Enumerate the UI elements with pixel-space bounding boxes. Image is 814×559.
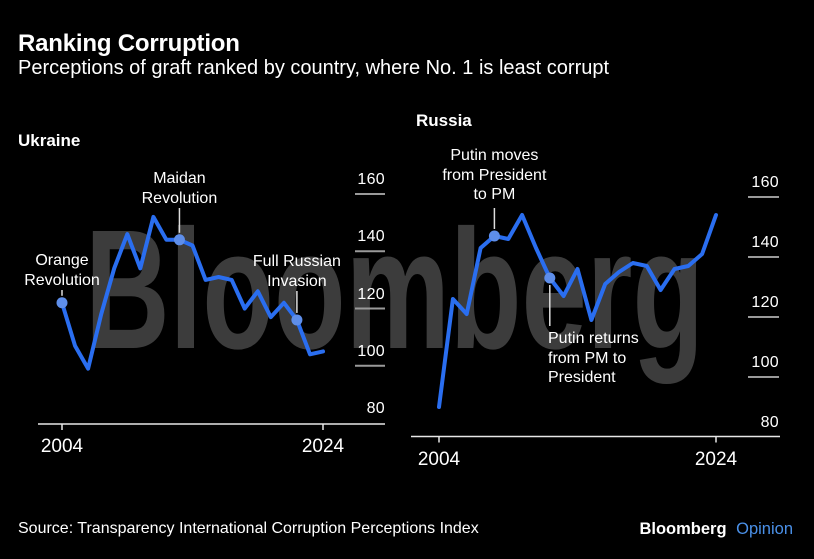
line-series-ukraine — [60, 214, 325, 371]
event-marker-putin-moves-president-to-pm — [488, 230, 500, 242]
page-subtitle: Perceptions of graft ranked by country, … — [18, 57, 610, 79]
page-title: Ranking Corruption — [18, 30, 240, 57]
bloomberg-opinion-logo: Bloomberg Opinion — [639, 520, 793, 539]
event-marker-putin-returns-pm-to-president — [544, 272, 556, 284]
event-marker-maidan-revolution — [173, 234, 185, 246]
event-marker-full-russian-invasion — [291, 314, 303, 326]
bloomberg-wordmark: Bloomberg — [639, 520, 727, 538]
event-marker-orange-revolution — [56, 297, 68, 309]
opinion-label: Opinion — [736, 520, 793, 538]
panel-title-russia: Russia — [416, 111, 472, 130]
source-text: Source: Transparency International Corru… — [18, 520, 479, 537]
line-series-russia — [437, 213, 718, 409]
panel-title-ukraine: Ukraine — [18, 131, 81, 150]
